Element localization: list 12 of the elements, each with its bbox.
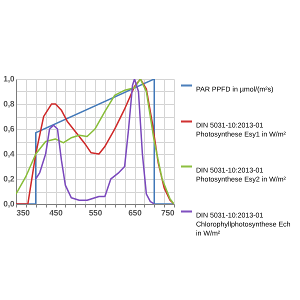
- y-tick-label: 0,0: [3, 200, 16, 208]
- y-tick-label: 0,6: [3, 124, 16, 134]
- x-tick-label: 450: [49, 208, 64, 218]
- y-tick-label: 0,8: [3, 100, 16, 108]
- y-tick-label: 0,2: [3, 174, 16, 184]
- x-tick-label: 750: [161, 208, 176, 218]
- y-tick-label: 1,0: [3, 74, 16, 84]
- y-tick-label: 0,4: [3, 150, 16, 158]
- x-tick-label: 350: [16, 208, 30, 218]
- line-series: [35, 79, 155, 204]
- x-tick-label: 550: [88, 208, 103, 218]
- x-tick-label: 650: [128, 208, 142, 218]
